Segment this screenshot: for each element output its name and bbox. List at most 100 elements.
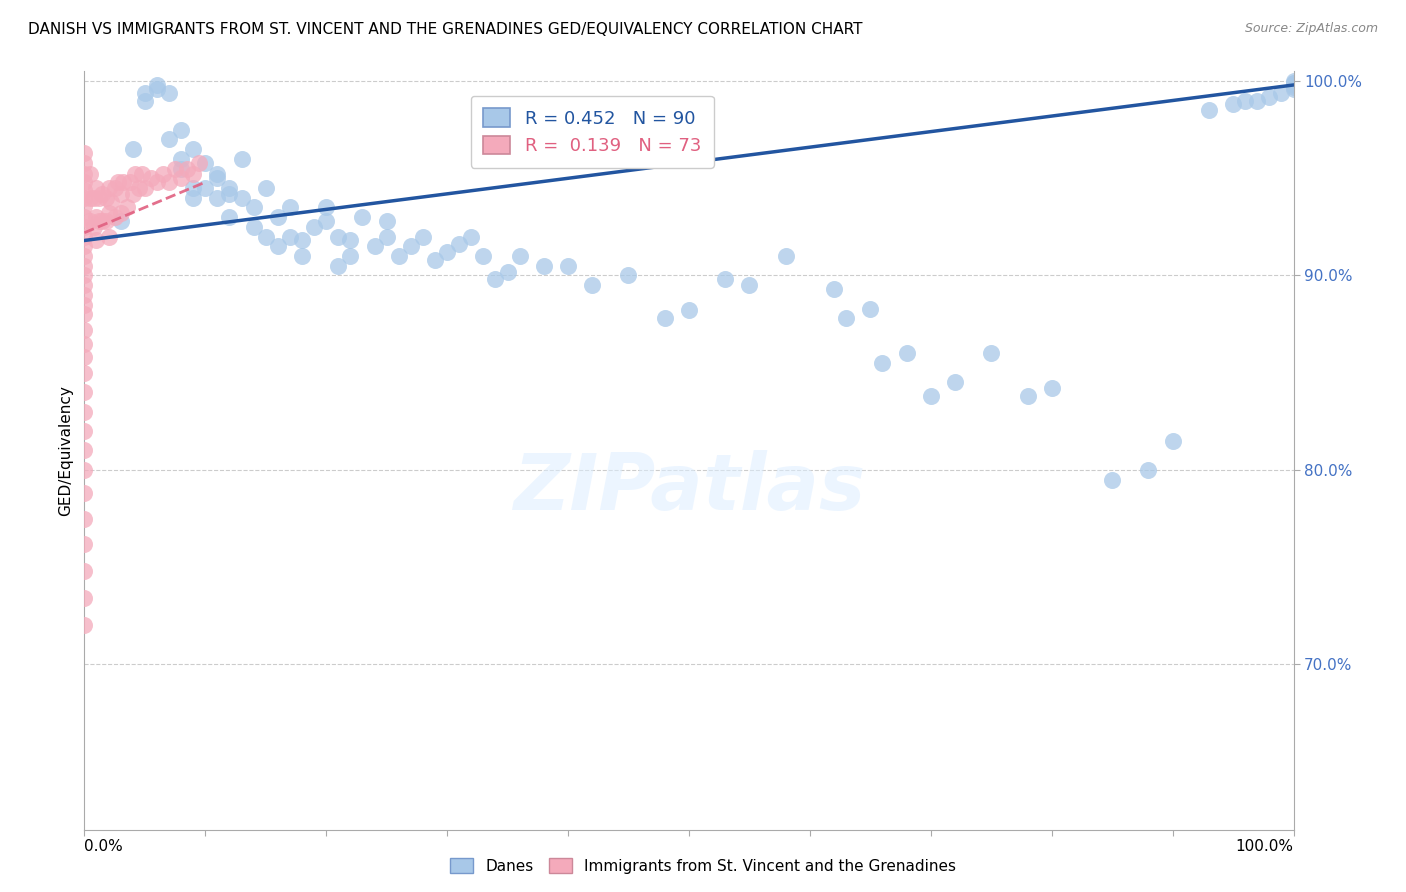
- Point: [496, 264, 519, 278]
- Point: [97, 206, 120, 220]
- Point: [1234, 94, 1257, 108]
- Point: [1222, 97, 1244, 112]
- Point: [73, 424, 96, 438]
- Point: [218, 210, 240, 224]
- Point: [110, 214, 132, 228]
- Point: [1137, 463, 1160, 477]
- Point: [436, 245, 458, 260]
- Point: [73, 239, 96, 253]
- Point: [859, 301, 882, 316]
- Point: [1282, 82, 1305, 96]
- Point: [87, 214, 110, 228]
- Point: [73, 307, 96, 321]
- Point: [176, 161, 198, 176]
- Point: [375, 214, 398, 228]
- Point: [412, 229, 434, 244]
- Point: [557, 259, 579, 273]
- Point: [188, 155, 211, 169]
- Point: [181, 168, 204, 182]
- Point: [194, 181, 217, 195]
- Point: [134, 181, 156, 195]
- Point: [131, 168, 153, 182]
- Point: [146, 175, 169, 189]
- Point: [112, 175, 135, 189]
- Point: [73, 210, 96, 224]
- Point: [73, 175, 96, 189]
- Point: [1198, 103, 1220, 118]
- Point: [79, 214, 101, 228]
- Point: [302, 219, 325, 234]
- Point: [509, 249, 531, 263]
- Point: [1282, 74, 1305, 88]
- Point: [1258, 89, 1281, 103]
- Point: [1101, 473, 1123, 487]
- Point: [100, 194, 122, 209]
- Point: [152, 168, 174, 182]
- Point: [1282, 76, 1305, 90]
- Point: [73, 268, 96, 283]
- Point: [94, 214, 117, 228]
- Point: [170, 161, 193, 176]
- Point: [533, 259, 555, 273]
- Point: [231, 191, 253, 205]
- Point: [291, 234, 314, 248]
- Point: [107, 175, 129, 189]
- Point: [170, 171, 193, 186]
- Point: [73, 404, 96, 418]
- Text: 0.0%: 0.0%: [84, 839, 124, 855]
- Point: [157, 175, 180, 189]
- Point: [86, 181, 108, 195]
- Point: [1282, 78, 1305, 92]
- Point: [73, 366, 96, 380]
- Point: [121, 186, 143, 201]
- Point: [94, 191, 117, 205]
- Y-axis label: GED/Equivalency: GED/Equivalency: [58, 385, 73, 516]
- Point: [980, 346, 1002, 360]
- Point: [157, 132, 180, 146]
- Point: [943, 376, 966, 390]
- Point: [1246, 94, 1268, 108]
- Point: [97, 229, 120, 244]
- Point: [278, 229, 301, 244]
- Point: [738, 278, 761, 293]
- Point: [73, 229, 96, 244]
- Point: [775, 249, 797, 263]
- Point: [146, 78, 169, 92]
- Point: [104, 210, 127, 224]
- Point: [134, 94, 156, 108]
- Point: [73, 323, 96, 337]
- Point: [1161, 434, 1184, 448]
- Point: [124, 168, 146, 182]
- Point: [146, 82, 169, 96]
- Point: [1040, 381, 1063, 395]
- Text: 100.0%: 100.0%: [1236, 839, 1294, 855]
- Point: [363, 239, 385, 253]
- Point: [73, 511, 96, 525]
- Point: [104, 181, 127, 195]
- Point: [581, 278, 603, 293]
- Point: [254, 181, 277, 195]
- Point: [73, 168, 96, 182]
- Point: [352, 210, 374, 224]
- Point: [1282, 76, 1305, 90]
- Point: [73, 564, 96, 578]
- Text: DANISH VS IMMIGRANTS FROM ST. VINCENT AND THE GRENADINES GED/EQUIVALENCY CORRELA: DANISH VS IMMIGRANTS FROM ST. VINCENT AN…: [28, 22, 863, 37]
- Point: [242, 219, 264, 234]
- Point: [1017, 389, 1039, 403]
- Legend: Danes, Immigrants from St. Vincent and the Grenadines: Danes, Immigrants from St. Vincent and t…: [444, 852, 962, 880]
- Point: [207, 171, 229, 186]
- Point: [73, 618, 96, 632]
- Point: [399, 239, 422, 253]
- Point: [835, 311, 858, 326]
- Point: [73, 278, 96, 293]
- Point: [83, 219, 105, 234]
- Point: [375, 229, 398, 244]
- Point: [472, 249, 495, 263]
- Point: [73, 183, 96, 197]
- Point: [896, 346, 918, 360]
- Point: [73, 591, 96, 606]
- Point: [328, 229, 350, 244]
- Point: [97, 181, 120, 195]
- Point: [617, 268, 640, 283]
- Point: [678, 303, 700, 318]
